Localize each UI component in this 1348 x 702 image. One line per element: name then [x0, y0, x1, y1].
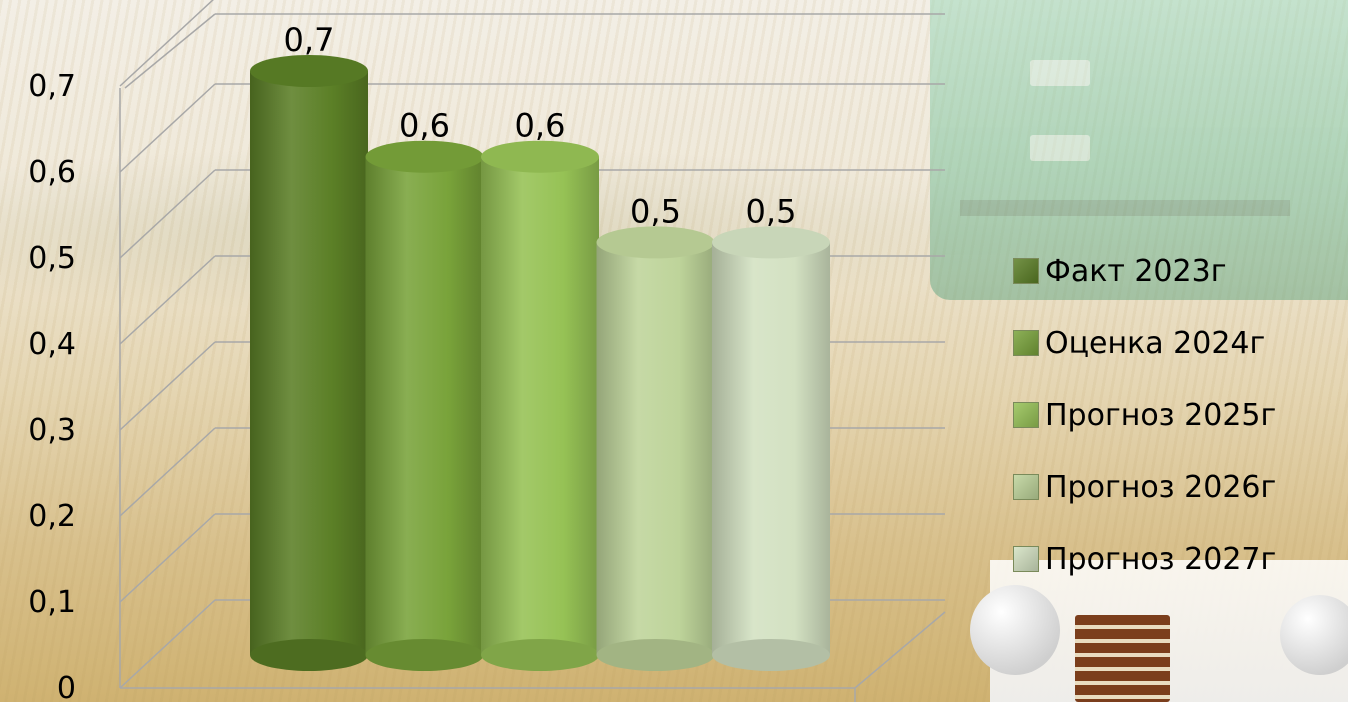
gridline-side — [119, 169, 216, 259]
gridline-side — [119, 0, 214, 87]
legend-swatch — [1013, 546, 1039, 572]
floor-side-edge — [854, 611, 946, 689]
y-tick-label: 0,5 — [28, 241, 76, 276]
bar-top — [481, 140, 599, 173]
data-labels: 0,7 0,6 0,6 0,5 0,5 — [284, 21, 797, 230]
decor-ball — [1280, 595, 1348, 675]
gridline-side — [119, 513, 216, 603]
y-tick-label: 0,2 — [28, 499, 76, 534]
y-tick-label: 0,1 — [28, 585, 76, 620]
data-label: 0,7 — [284, 21, 335, 59]
harvester-window — [1030, 135, 1090, 161]
legend-swatch — [1013, 258, 1039, 284]
legend-label: Прогноз 2026г — [1045, 469, 1277, 505]
legend-label: Оценка 2024г — [1045, 325, 1266, 361]
legend-swatch — [1013, 474, 1039, 500]
legend-item: Прогноз 2026г — [1013, 451, 1348, 523]
books-icon — [1075, 615, 1170, 702]
legend-label: Прогноз 2025г — [1045, 397, 1277, 433]
bar-base — [712, 639, 830, 671]
bar-body — [596, 242, 715, 655]
harvester-grille — [960, 200, 1290, 216]
gridline-side — [119, 83, 216, 173]
y-tick-label: 0,7 — [28, 69, 76, 104]
bar-5 — [712, 226, 830, 671]
legend-item: Прогноз 2025г — [1013, 379, 1348, 451]
bar-base — [365, 639, 484, 671]
bar-3 — [481, 140, 599, 671]
bar-4 — [596, 226, 715, 671]
y-tick-label: 0,4 — [28, 327, 76, 362]
gridline-side — [119, 427, 216, 517]
bar-top — [365, 140, 484, 173]
bar-body — [365, 156, 484, 655]
harvester-window — [1030, 60, 1090, 86]
bar-body — [712, 242, 830, 655]
legend-item: Прогноз 2027г — [1013, 523, 1348, 595]
background-decor-figures — [970, 560, 1348, 702]
bar-base — [481, 639, 599, 671]
bar-top — [712, 226, 830, 259]
chart-legend: Факт 2023г Оценка 2024г Прогноз 2025г Прогн… — [1013, 235, 1348, 595]
legend-item: Факт 2023г — [1013, 235, 1348, 307]
bar-body — [481, 156, 599, 655]
legend-item: Оценка 2024г — [1013, 307, 1348, 379]
bar-base — [250, 639, 368, 671]
gridline-side — [124, 13, 216, 89]
data-label: 0,5 — [630, 192, 681, 230]
y-tick-label: 0,6 — [28, 155, 76, 190]
bar-body — [250, 71, 368, 655]
legend-label: Прогноз 2027г — [1045, 541, 1277, 577]
gridline-side — [119, 255, 216, 345]
y-tick-label: 0,3 — [28, 413, 76, 448]
background-harvester-image — [930, 0, 1348, 300]
gridline-side — [119, 341, 216, 431]
bar-1 — [250, 55, 368, 671]
legend-label: Факт 2023г — [1045, 253, 1227, 289]
bar-base — [596, 639, 715, 671]
legend-swatch — [1013, 330, 1039, 356]
data-label: 0,5 — [746, 192, 797, 230]
y-axis-ticks: 0 0,1 0,2 0,3 0,4 0,5 0,6 0,7 — [28, 69, 76, 702]
chart-bars — [250, 55, 830, 671]
bar-top — [596, 226, 715, 259]
data-label: 0,6 — [515, 107, 566, 145]
decor-ball — [970, 585, 1060, 675]
bar-top — [250, 55, 368, 87]
y-tick-label: 0 — [57, 671, 76, 702]
data-label: 0,6 — [399, 107, 450, 145]
bar-2 — [365, 140, 484, 671]
legend-swatch — [1013, 402, 1039, 428]
gridline-side — [119, 599, 216, 689]
